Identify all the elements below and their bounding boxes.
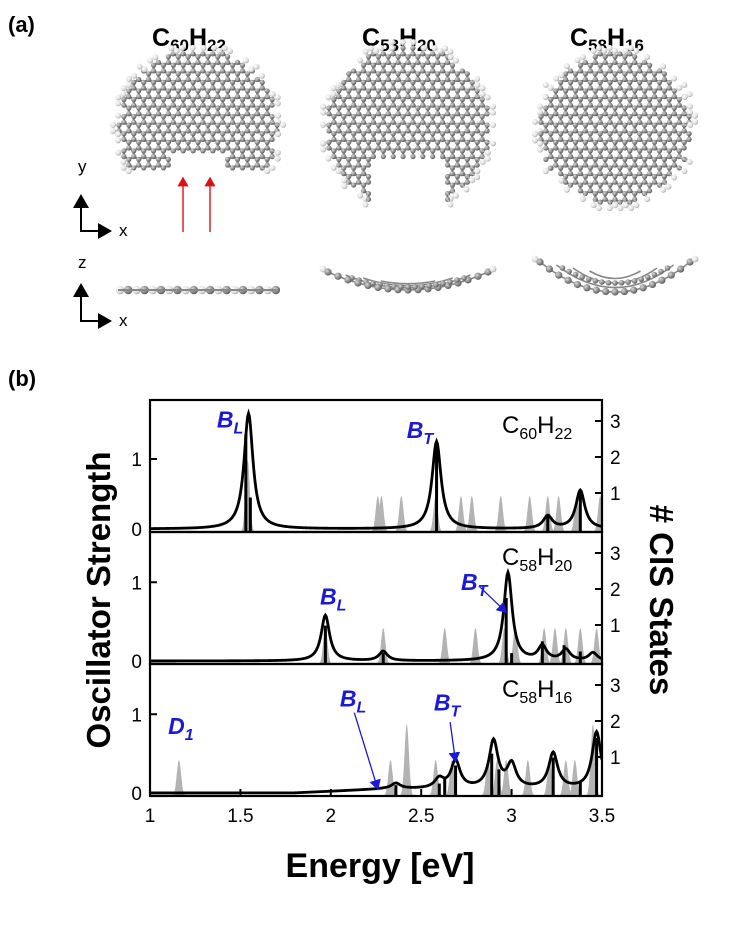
cis-state-peak [519,760,537,796]
cis-state-peak [571,628,589,664]
cis-state-peak [584,724,602,796]
cis-state-peak [521,496,539,532]
axes-zx-indicator: z x [73,253,128,330]
y-tick-right: 3 [610,544,621,565]
panel-frame [148,662,604,798]
cis-state-peak [557,760,575,796]
y-tick-right: 1 [610,748,621,769]
y-axis-label-right: # CIS States [643,505,680,696]
peak-label-bl: BL [340,685,366,716]
panel-formula-label: C58H16 [502,676,572,707]
molecule-c60h22-top-view [109,44,287,175]
peak-label-bl: BL [320,583,346,614]
y-tick-right: 1 [610,484,621,505]
cis-state-peak [488,760,506,796]
cis-state-peak [369,496,387,532]
cis-state-peak [566,760,584,796]
cis-state-peak [443,760,461,796]
cis-state-peak [506,628,524,664]
axis-label-y: y [78,157,87,176]
cis-state-peak [170,760,188,796]
cis-state-peak [392,496,410,532]
cis-state-peak [463,496,481,532]
y-tick-right: 2 [610,448,621,469]
axis-label-x-top: x [119,221,128,240]
cis-state-peak [372,496,391,532]
cis-state-peak [466,628,485,664]
annotation-arrow [478,585,508,614]
cis-state-peak [479,760,497,796]
annotation-arrow [448,722,461,763]
cis-state-peak [546,628,564,664]
panel-formula-label: C58H20 [502,544,572,575]
peak-label-bl: BL [217,407,243,438]
molecule-c58h16-side-view [531,255,699,296]
y-tick-left: 1 [131,450,142,471]
molecule-c60h22-side-view [115,285,281,295]
cis-state-peak [568,496,586,532]
spectrum-panel-3: 0 1 1 2 3 C58H16 D1 BL BT [131,662,621,805]
y-tick-right: 2 [610,712,621,733]
y-tick-right: 3 [610,412,621,433]
peak-label-d1: D1 [168,713,194,744]
peak-label-bt: BT [407,417,435,448]
cis-state-peak [398,724,416,796]
cis-state-peak [557,628,575,664]
x-tick-label: 2.5 [408,806,434,827]
y-tick-right: 2 [610,580,621,601]
x-tick-label: 1 [145,806,156,827]
x-axis-label: Energy [eV] [286,847,475,885]
cis-state-peak [549,496,568,532]
y-tick-left: 0 [131,520,142,541]
cis-state-peak [436,628,454,664]
cis-state-peak [381,760,400,796]
panel-frame [148,530,604,666]
y-axis-label-left: Oscillator Strength [80,451,117,748]
peak-label-bt: BT [461,569,489,600]
axis-label-z: z [78,253,87,272]
axis-label-x-bottom: x [119,311,128,330]
x-tick-label: 3 [506,806,517,827]
x-tick-label: 3.5 [589,806,615,827]
panel-formula-label: C60H22 [502,412,572,443]
molecule-c58h20-top-view [319,39,497,208]
spectrum-panel-2: 0 1 1 2 3 C58H20 BL BT [131,530,621,673]
axes-xy-indicator: y x [73,157,128,240]
y-tick-left: 0 [131,652,142,673]
cis-state-peak [238,460,257,532]
cis-state-peak [374,628,392,664]
y-tick-left: 0 [131,784,142,805]
y-tick-right: 3 [610,676,621,697]
panel-a-label: (a) [8,12,35,37]
y-tick-left: 1 [131,705,142,726]
molecule-c58h20-side-view [319,265,497,294]
y-tick-left: 1 [131,573,142,594]
spectrum-line [150,408,602,531]
peak-label-bt: BT [434,689,462,720]
annotation-arrow [353,712,381,791]
cis-state-peak [497,760,515,796]
spectrum-panel-1: 0 1 1 2 3 C60H22 BL BT [131,398,621,541]
x-tick-label: 2 [326,806,337,827]
cis-state-peak [452,496,470,532]
cis-state-peak [591,496,602,532]
molecule-c58h16-top-view [531,44,699,212]
cis-state-peak [540,760,559,796]
y-tick-right: 1 [610,616,621,637]
cis-state-peak [495,628,514,664]
spectrum-line [150,567,602,663]
x-tick-label: 1.5 [227,806,253,827]
cis-state-peak [492,496,510,532]
panel-b-label: (b) [8,366,36,391]
